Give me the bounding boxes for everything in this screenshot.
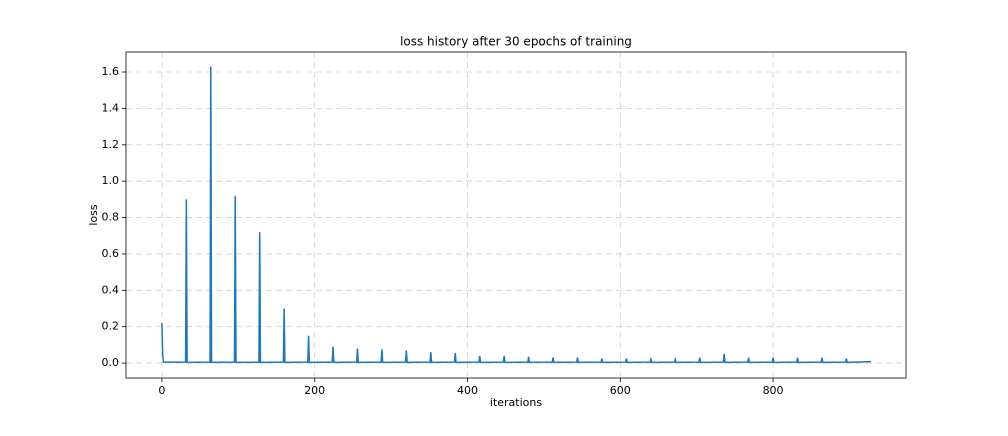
x-tick-label: 200 [304, 384, 325, 397]
y-tick-label: 0.6 [102, 247, 120, 260]
loss-line [161, 66, 871, 364]
y-tick-label: 0.0 [102, 356, 120, 369]
y-tick-label: 1.6 [102, 65, 120, 78]
chart-title: loss history after 30 epochs of training [400, 35, 632, 49]
y-tick-label: 1.2 [102, 138, 120, 151]
x-tick-label: 800 [763, 384, 784, 397]
y-tick-label: 0.8 [102, 211, 120, 224]
x-tick-label: 600 [610, 384, 631, 397]
y-tick-label: 1.4 [102, 101, 120, 114]
x-tick-label: 0 [158, 384, 165, 397]
x-axis-label: iterations [490, 396, 542, 409]
y-axis-label: loss [87, 204, 100, 226]
y-tick-label: 0.2 [102, 320, 120, 333]
plot-frame [125, 51, 907, 379]
y-tick-label: 1.0 [102, 174, 120, 187]
y-tick-label: 0.4 [102, 283, 120, 296]
x-tick-label: 400 [457, 384, 478, 397]
